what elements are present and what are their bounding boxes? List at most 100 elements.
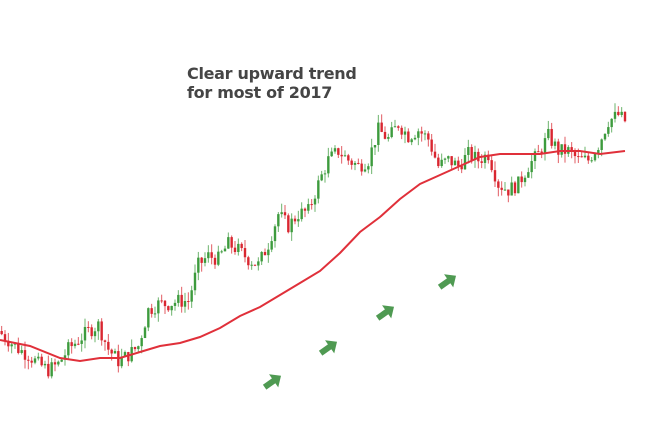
candle-down	[240, 242, 243, 252]
candle-body	[460, 166, 463, 170]
candle-body	[307, 204, 310, 211]
candle-up	[300, 202, 303, 222]
candle-body	[533, 151, 537, 162]
candle-body	[477, 151, 480, 162]
candle-body	[210, 252, 213, 258]
candle-body	[320, 174, 323, 181]
candle-body	[7, 340, 10, 347]
candle-body	[600, 139, 603, 150]
candle-body	[483, 154, 487, 163]
candle-body	[363, 169, 367, 172]
candle-up	[227, 232, 230, 249]
candle-up	[503, 181, 507, 191]
candle-body	[197, 257, 200, 273]
candle-body	[190, 290, 193, 302]
candle-down	[100, 318, 103, 346]
candle-down	[150, 303, 153, 318]
candle-body	[93, 331, 97, 337]
candle-up	[330, 147, 333, 157]
candle-down	[397, 125, 400, 131]
candle-down	[70, 338, 73, 354]
candle-body	[480, 161, 483, 163]
candle-up	[307, 198, 310, 214]
candle-up	[80, 333, 83, 352]
candle-body	[437, 157, 440, 167]
candle-down	[487, 150, 490, 164]
candle-up	[547, 120, 550, 141]
candle-body	[177, 294, 180, 303]
candle-down	[180, 286, 183, 313]
candle-body	[490, 160, 493, 171]
candle-up	[20, 345, 23, 355]
candle-body	[553, 141, 557, 146]
candle-body	[250, 264, 253, 266]
candle-down	[430, 133, 433, 156]
candle-body	[380, 122, 383, 132]
candle-body	[413, 137, 417, 140]
candle-down	[380, 114, 383, 133]
candle-down	[90, 324, 93, 340]
candle-up	[207, 245, 210, 263]
up-arrow-icon	[437, 274, 457, 290]
candle-down	[433, 143, 437, 159]
candle-up	[290, 213, 293, 241]
candle-down	[27, 355, 30, 370]
candle-body	[67, 342, 70, 356]
candle-up	[170, 305, 173, 316]
candle-up	[237, 238, 240, 256]
candle-body	[23, 350, 27, 360]
candle-body	[297, 219, 300, 222]
candle-body	[187, 301, 190, 303]
candle-up	[93, 327, 97, 343]
candle-up	[613, 103, 617, 123]
candle-body	[87, 326, 90, 328]
candle-body	[317, 180, 320, 199]
candle-body	[500, 187, 503, 190]
candle-up	[97, 319, 100, 340]
candle-body	[537, 151, 540, 153]
annotation-line-1: Clear upward trend	[187, 64, 357, 83]
candle-down	[400, 125, 403, 140]
candle-up	[603, 133, 607, 141]
moving-average-line	[0, 150, 626, 363]
candle-body	[447, 156, 450, 159]
candle-down	[563, 136, 567, 163]
candle-body	[623, 111, 627, 122]
candle-body	[337, 148, 340, 155]
candle-down	[107, 334, 110, 355]
candle-body	[60, 359, 63, 362]
candle-up	[73, 339, 77, 349]
candle-body	[440, 159, 443, 167]
candle-body	[393, 126, 397, 128]
candle-up	[113, 348, 117, 354]
candle-body	[113, 351, 117, 354]
candle-up	[273, 224, 277, 248]
candle-up	[313, 195, 317, 212]
candle-up	[333, 145, 337, 154]
candle-up	[530, 154, 533, 179]
candle-body	[73, 343, 77, 347]
candle-body	[123, 352, 127, 357]
candle-down	[200, 256, 203, 272]
candle-body	[613, 111, 617, 119]
candle-down	[47, 355, 50, 379]
candle-body	[180, 294, 183, 307]
candle-body	[347, 155, 350, 161]
candle-up	[137, 345, 140, 353]
candle-up	[363, 163, 367, 173]
candle-body	[47, 363, 50, 377]
candle-down	[520, 171, 523, 188]
candle-body	[263, 251, 267, 256]
candle-down	[127, 351, 130, 367]
candle-up	[33, 355, 37, 365]
candle-up	[473, 145, 477, 168]
candle-down	[303, 207, 307, 218]
candle-body	[247, 257, 250, 266]
candle-body	[523, 177, 527, 183]
candle-body	[510, 182, 513, 196]
candle-up	[610, 118, 613, 133]
candle-down	[337, 147, 340, 159]
candle-up	[327, 147, 330, 178]
candle-body	[270, 241, 273, 250]
